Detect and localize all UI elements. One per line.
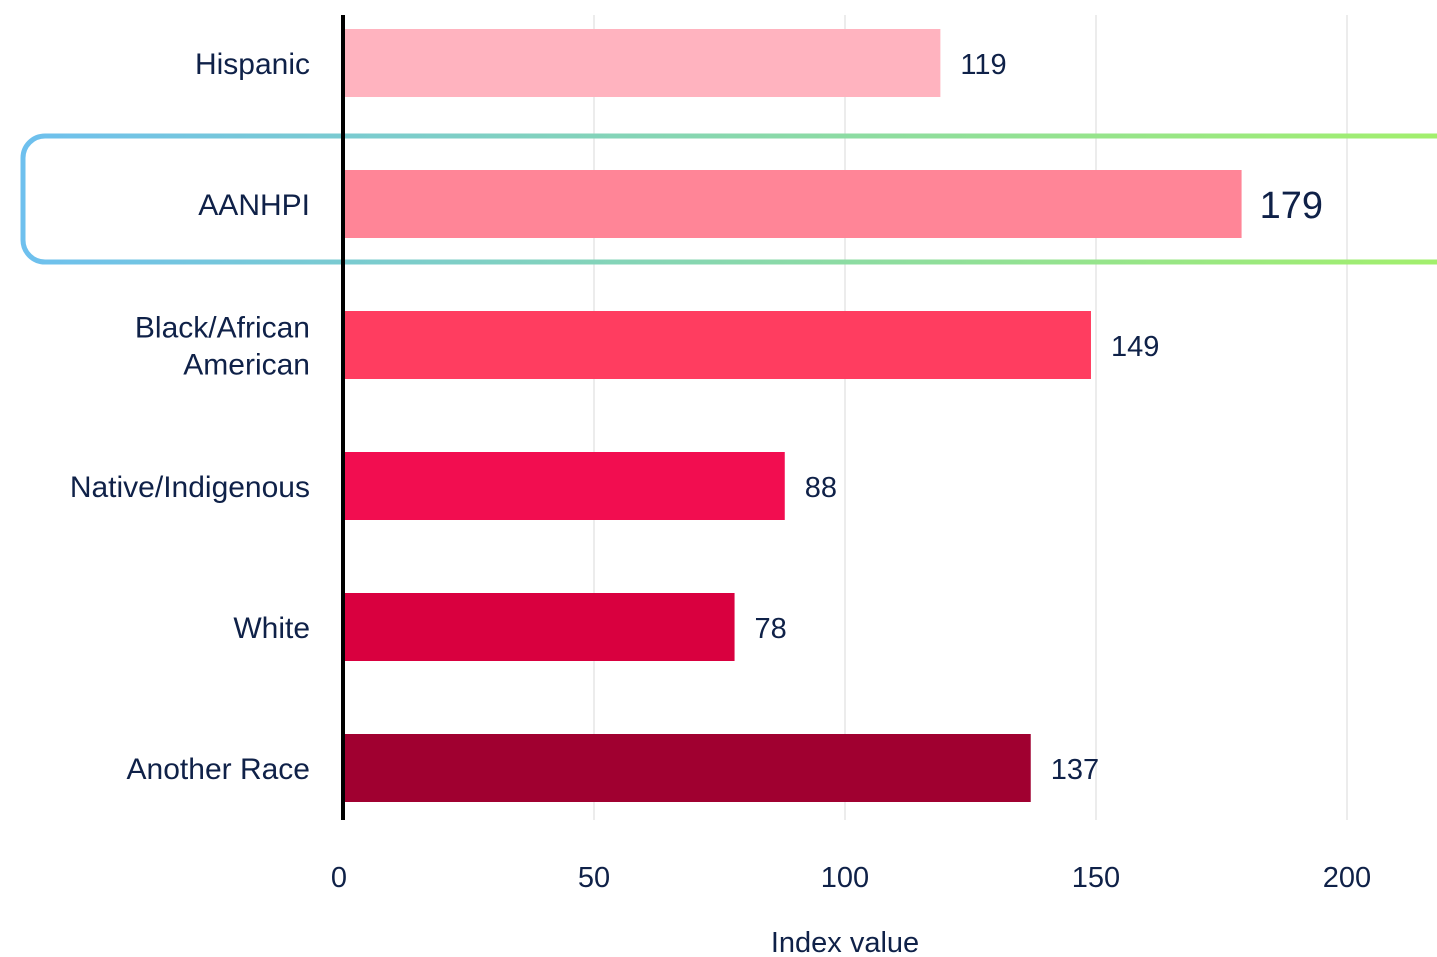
category-label-line: Native/Indigenous [70,471,310,504]
bar-white [343,593,735,661]
x-axis-title: Index value [771,927,919,957]
value-label-white: 78 [755,613,787,645]
highlight-frame [20,133,1437,265]
gridlines [593,15,1348,820]
category-label-line: Another Race [127,753,310,786]
value-label-another-race: 137 [1051,754,1099,786]
x-tick-label-50: 50 [578,862,610,894]
value-label-hispanic: 119 [960,49,1006,81]
x-tick-label-150: 150 [1072,862,1120,894]
category-label-white: White [233,612,310,645]
bars [343,29,1242,802]
x-tick-label-100: 100 [821,862,869,894]
bar-hispanic [343,29,941,97]
category-label-line: American [183,349,310,382]
category-label-native-indigenous: Native/Indigenous [70,471,310,504]
category-label-line: Hispanic [195,48,310,81]
value-label-native-indigenous: 88 [805,472,837,504]
bar-aanhpi [343,170,1242,238]
category-label-line: AANHPI [198,189,310,222]
category-label-another-race: Another Race [127,753,310,786]
category-label-line: White [233,612,310,645]
x-tick-label-200: 200 [1323,862,1371,894]
bar-another-race [343,734,1031,802]
category-label-black-african-american: Black/African American [135,312,310,382]
bar-native-indigenous [343,452,785,520]
value-label-black-african-american: 149 [1111,331,1159,363]
category-label-line: Black/African [135,312,310,345]
labels: 0 50 100 150 200 119 Hispanic 179 AANHPI 149 Black… [70,48,1371,894]
value-label-aanhpi: 179 [1260,185,1323,227]
bar-black-african-american [343,311,1091,379]
category-label-hispanic: Hispanic [195,48,310,81]
highlight-layer [20,133,1437,265]
category-label-aanhpi: AANHPI [198,189,310,222]
x-tick-label-0: 0 [331,862,347,894]
